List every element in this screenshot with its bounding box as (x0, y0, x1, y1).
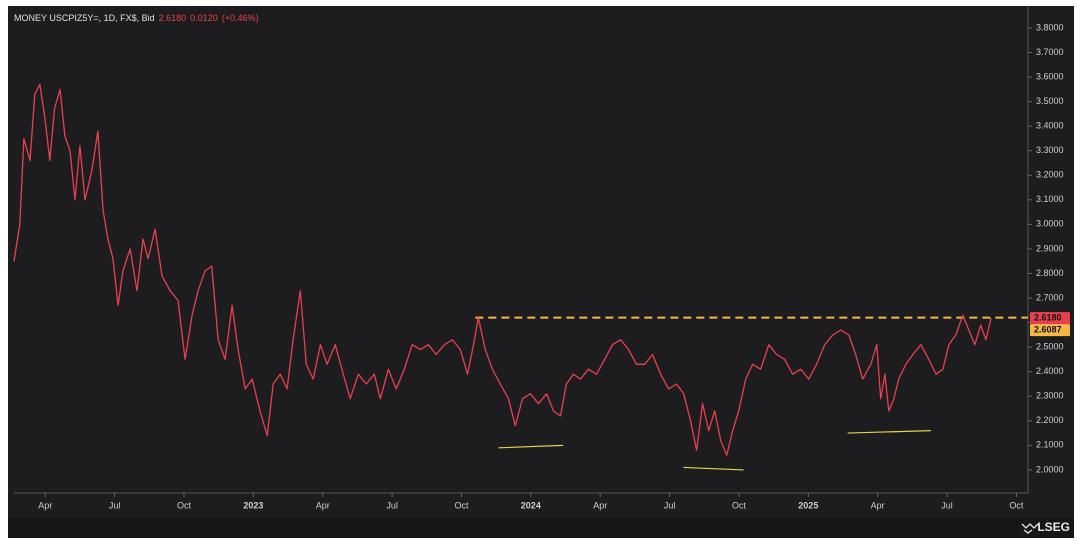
y-tick-label: 2.9000 (1036, 243, 1064, 253)
y-tick-label: 3.5000 (1036, 96, 1064, 106)
footer-bar (8, 518, 1074, 538)
x-tick-label: 2024 (521, 500, 541, 510)
trendline (498, 444, 564, 449)
y-tick-label: 3.4000 (1036, 121, 1064, 131)
header-last: 2.6180 (159, 13, 187, 23)
price-tag-label: 2.6180 (1034, 313, 1062, 323)
price-tag-label: 2.6087 (1034, 325, 1062, 335)
y-tick-label: 3.1000 (1036, 194, 1064, 204)
price-tag (1030, 324, 1070, 337)
y-tick-label: 2.5000 (1036, 342, 1064, 352)
y-tick-label: 2.3000 (1036, 391, 1064, 401)
y-tick-label: 3.7000 (1036, 47, 1064, 57)
y-tick-label: 3.3000 (1036, 145, 1064, 155)
x-tick-label: Jul (941, 500, 953, 510)
x-tick-label: Apr (38, 500, 52, 510)
x-tick-label: Apr (316, 500, 330, 510)
x-tick-label: Jul (109, 500, 121, 510)
y-tick-label: 2.0000 (1036, 464, 1064, 474)
brand: LSEG (1037, 520, 1070, 534)
x-tick-label: Apr (871, 500, 885, 510)
y-tick-label: 2.1000 (1036, 440, 1064, 450)
brand-icon (1021, 523, 1039, 534)
y-tick-label: 3.6000 (1036, 71, 1064, 81)
x-tick-label: Oct (454, 500, 469, 510)
x-tick-label: Oct (732, 500, 747, 510)
y-tick-label: 3.0000 (1036, 219, 1064, 229)
x-tick-label: 2023 (243, 500, 263, 510)
x-tick-label: Jul (386, 500, 398, 510)
y-tick-label: 2.7000 (1036, 292, 1064, 302)
x-tick-label: Oct (1009, 500, 1024, 510)
panel (8, 6, 1074, 538)
x-tick-label: Oct (177, 500, 192, 510)
price-line (13, 83, 992, 456)
x-tick-label: Jul (664, 500, 676, 510)
y-tick-label: 2.4000 (1036, 366, 1064, 376)
x-tick-label: Apr (593, 500, 607, 510)
price-tag (1030, 312, 1070, 325)
header-change-pct: (+0.46%) (222, 13, 259, 23)
trendline (683, 466, 744, 471)
header: MONEY USCPIZ5Y=, 1D, FX$, Bid 2.6180 0.012… (14, 13, 258, 23)
trendline (847, 430, 931, 434)
header-title: MONEY USCPIZ5Y=, 1D, FX$, Bid (14, 13, 155, 23)
y-tick-label: 2.8000 (1036, 268, 1064, 278)
y-tick-label: 3.8000 (1036, 22, 1064, 32)
x-tick-label: 2025 (798, 500, 818, 510)
y-tick-label: 3.2000 (1036, 170, 1064, 180)
header-change: 0.0120 (190, 13, 218, 23)
y-tick-label: 2.2000 (1036, 415, 1064, 425)
